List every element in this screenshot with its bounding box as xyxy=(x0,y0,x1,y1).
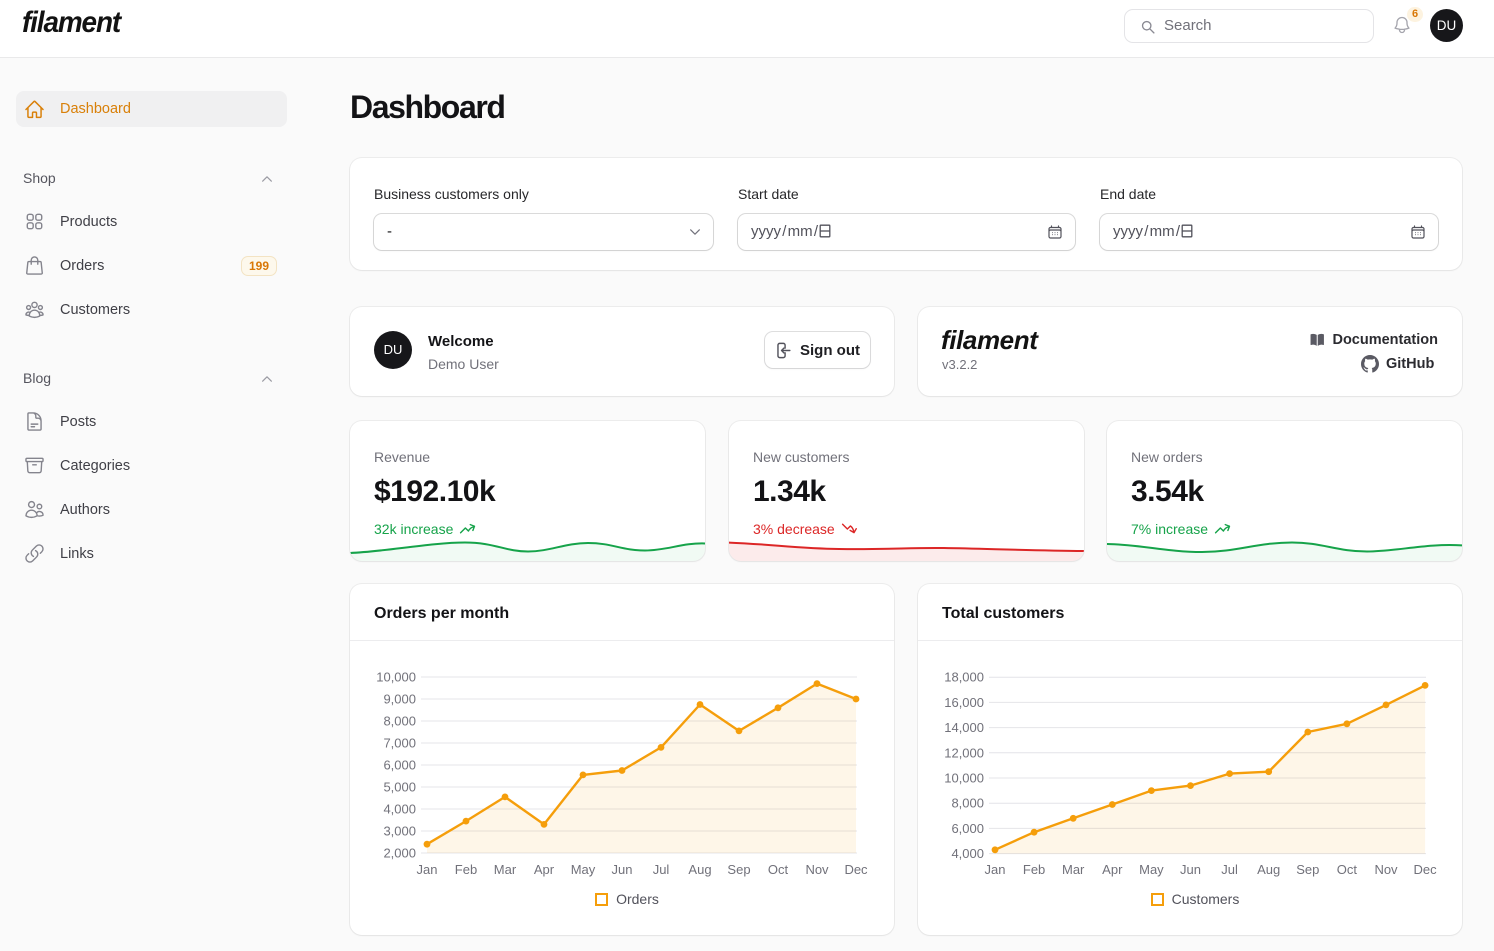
svg-text:6,000: 6,000 xyxy=(951,821,984,836)
svg-text:Apr: Apr xyxy=(1102,862,1123,877)
svg-text:Nov: Nov xyxy=(805,862,829,877)
svg-text:12,000: 12,000 xyxy=(944,745,984,760)
svg-text:Jun: Jun xyxy=(612,862,633,877)
svg-text:Jan: Jan xyxy=(985,862,1006,877)
svg-text:3,000: 3,000 xyxy=(383,824,416,839)
svg-text:8,000: 8,000 xyxy=(383,714,416,729)
svg-text:4,000: 4,000 xyxy=(383,802,416,817)
svg-text:Sep: Sep xyxy=(727,862,750,877)
svg-text:7,000: 7,000 xyxy=(383,736,416,751)
svg-text:Jun: Jun xyxy=(1180,862,1201,877)
svg-text:May: May xyxy=(1139,862,1164,877)
svg-text:Oct: Oct xyxy=(768,862,789,877)
svg-text:Feb: Feb xyxy=(455,862,477,877)
svg-text:10,000: 10,000 xyxy=(944,771,984,786)
svg-text:Dec: Dec xyxy=(844,862,868,877)
svg-text:Mar: Mar xyxy=(1062,862,1085,877)
svg-text:Jul: Jul xyxy=(653,862,670,877)
svg-text:6,000: 6,000 xyxy=(383,758,416,773)
svg-text:2,000: 2,000 xyxy=(383,846,416,861)
svg-text:Oct: Oct xyxy=(1337,862,1358,877)
svg-text:Aug: Aug xyxy=(688,862,711,877)
svg-text:14,000: 14,000 xyxy=(944,720,984,735)
svg-text:5,000: 5,000 xyxy=(383,780,416,795)
svg-text:May: May xyxy=(571,862,596,877)
svg-text:Dec: Dec xyxy=(1414,862,1438,877)
svg-text:16,000: 16,000 xyxy=(944,695,984,710)
svg-text:Jul: Jul xyxy=(1221,862,1238,877)
svg-text:9,000: 9,000 xyxy=(383,692,416,707)
svg-text:Aug: Aug xyxy=(1257,862,1280,877)
svg-text:Sep: Sep xyxy=(1296,862,1319,877)
svg-text:Jan: Jan xyxy=(417,862,438,877)
svg-text:4,000: 4,000 xyxy=(951,846,984,861)
svg-text:Nov: Nov xyxy=(1374,862,1398,877)
svg-text:10,000: 10,000 xyxy=(376,670,416,685)
svg-text:Feb: Feb xyxy=(1023,862,1045,877)
svg-text:Mar: Mar xyxy=(494,862,517,877)
svg-text:8,000: 8,000 xyxy=(951,796,984,811)
svg-text:18,000: 18,000 xyxy=(944,670,984,685)
svg-text:Apr: Apr xyxy=(534,862,555,877)
